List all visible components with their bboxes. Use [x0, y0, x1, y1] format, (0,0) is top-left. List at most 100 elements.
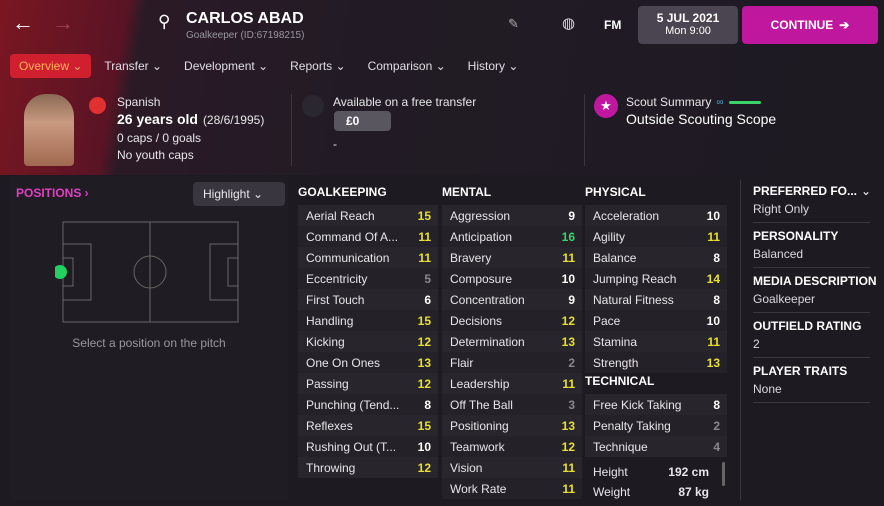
tab-comparison[interactable]: Comparison ⌄ [367, 59, 446, 73]
globe-icon[interactable]: ◍ [562, 15, 576, 32]
attribute-name: Reflexes [306, 418, 353, 433]
attribute-row[interactable]: Aerial Reach 15 [298, 205, 438, 226]
right-panel-item: PERSONALITY Balanced [753, 223, 870, 268]
tab-history[interactable]: History ⌄ [467, 59, 519, 73]
attribute-row[interactable]: Pace 10 [585, 310, 727, 331]
attribute-value: 12 [417, 334, 431, 349]
attribute-row[interactable]: Passing 12 [298, 373, 438, 394]
attribute-row[interactable]: Anticipation 16 [442, 226, 582, 247]
attribute-row[interactable]: Work Rate 11 [442, 478, 582, 499]
attribute-row[interactable]: Acceleration 10 [585, 205, 727, 226]
attribute-row[interactable]: Jumping Reach 14 [585, 268, 727, 289]
tab-development[interactable]: Development ⌄ [184, 59, 269, 73]
goalkeeper-position-marker [55, 265, 67, 279]
attribute-name: Rushing Out (T... [306, 439, 397, 454]
attribute-row[interactable]: Vision 11 [442, 457, 582, 478]
continue-button[interactable]: CONTINUE ➔ [742, 6, 878, 44]
attribute-value: 11 [562, 481, 575, 496]
attribute-row[interactable]: Reflexes 15 [298, 415, 438, 436]
attribute-row[interactable]: Balance 8 [585, 247, 727, 268]
attribute-value: 6 [424, 292, 431, 307]
attribute-row[interactable]: Leadership 11 [442, 373, 582, 394]
continue-label: CONTINUE [770, 18, 834, 32]
positions-title[interactable]: POSITIONS › [16, 186, 89, 200]
attribute-value: 12 [417, 376, 431, 391]
attribute-row[interactable]: One On Ones 13 [298, 352, 438, 373]
attribute-name: Stamina [593, 334, 638, 349]
section-title: MENTAL [442, 185, 492, 199]
attribute-name: Punching (Tend... [306, 397, 400, 412]
pitch-hint: Select a position on the pitch [72, 336, 226, 350]
attribute-row[interactable]: Technique 4 [585, 436, 727, 457]
attribute-row[interactable]: Kicking 12 [298, 331, 438, 352]
attribute-value: 12 [561, 439, 575, 454]
chevron-down-icon[interactable]: ⌄ [861, 184, 872, 198]
attribute-value: 4 [713, 439, 720, 454]
tab-transfer[interactable]: Transfer ⌄ [104, 59, 163, 73]
attribute-name: Anticipation [450, 229, 513, 244]
attribute-row[interactable]: Communication 11 [298, 247, 438, 268]
attribute-value: 8 [713, 250, 720, 265]
attribute-name: Pace [593, 313, 621, 328]
attribute-row[interactable]: Concentration 9 [442, 289, 582, 310]
attribute-row[interactable]: Decisions 12 [442, 310, 582, 331]
attribute-row[interactable]: Off The Ball 3 [442, 394, 582, 415]
attribute-value: 16 [561, 229, 575, 244]
attribute-row[interactable]: Punching (Tend... 8 [298, 394, 438, 415]
back-arrow-icon[interactable]: ← [12, 10, 34, 35]
divider [291, 94, 292, 166]
attribute-row[interactable]: Aggression 9 [442, 205, 582, 226]
attribute-row[interactable]: Handling 15 [298, 310, 438, 331]
attribute-row[interactable]: Command Of A... 11 [298, 226, 438, 247]
tab-overview[interactable]: Overview ⌄ [10, 54, 92, 78]
value-sub: - [333, 137, 337, 151]
attribute-row[interactable]: First Touch 6 [298, 289, 438, 310]
tab-reports[interactable]: Reports ⌄ [290, 59, 346, 73]
attribute-row[interactable]: Natural Fitness 8 [585, 289, 727, 310]
attribute-name: Decisions [450, 313, 503, 328]
attribute-row[interactable]: Flair 2 [442, 352, 582, 373]
attribute-row[interactable]: Eccentricity 5 [298, 268, 438, 289]
attribute-row[interactable]: Bravery 11 [442, 247, 582, 268]
attribute-row[interactable]: Penalty Taking 2 [585, 415, 727, 436]
attribute-name: Teamwork [450, 439, 505, 454]
mental-section: MENTAL Aggression 9 Anticipation 16 Bravery 11… [442, 185, 582, 499]
attribute-row[interactable]: Stamina 11 [585, 331, 727, 352]
forward-arrow-icon[interactable]: → [52, 10, 74, 35]
attribute-row[interactable]: Positioning 13 [442, 415, 582, 436]
player-subtitle: Goalkeeper (ID:67198215) [186, 30, 305, 41]
attribute-row[interactable]: Teamwork 12 [442, 436, 582, 457]
item-value: 2 [753, 337, 760, 351]
date-display[interactable]: 5 JUL 2021 Mon 9:00 [638, 6, 738, 44]
item-value: Balanced [753, 247, 804, 261]
attribute-row[interactable]: Throwing 12 [298, 457, 438, 478]
attribute-name: Free Kick Taking [593, 397, 682, 412]
attribute-name: Aggression [450, 208, 511, 223]
pitch[interactable] [55, 218, 245, 326]
attribute-row[interactable]: Composure 10 [442, 268, 582, 289]
attribute-name: Bravery [450, 250, 492, 265]
attribute-name: Off The Ball [450, 397, 513, 412]
scout-summary-title: Scout Summary [626, 95, 712, 109]
highlight-dropdown[interactable]: Highlight ⌄ [193, 182, 285, 206]
attribute-name: Concentration [450, 292, 525, 307]
age: 26 years old [117, 111, 198, 127]
scout-summary-header: Scout Summary ∞ [626, 95, 761, 109]
attribute-row[interactable]: Rushing Out (T... 10 [298, 436, 438, 457]
attribute-row[interactable]: Agility 11 [585, 226, 727, 247]
attribute-name: Determination [450, 334, 525, 349]
attribute-value: 11 [418, 229, 431, 244]
item-label: OUTFIELD RATING [753, 319, 862, 333]
attribute-row[interactable]: Free Kick Taking 8 [585, 394, 727, 415]
height-row: Height 192 cm [593, 464, 709, 479]
attribute-value: 2 [713, 418, 720, 433]
attribute-row[interactable]: Determination 13 [442, 331, 582, 352]
scrollbar[interactable] [722, 462, 725, 486]
fm-menu-button[interactable]: FM [604, 18, 622, 32]
edit-pencil-icon[interactable]: ✎ [508, 16, 519, 31]
search-icon[interactable]: ⚲ [158, 12, 171, 31]
attribute-name: First Touch [306, 292, 365, 307]
attribute-row[interactable]: Strength 13 [585, 352, 727, 373]
attribute-value: 8 [424, 397, 431, 412]
chevron-right-icon: ➔ [839, 18, 850, 32]
